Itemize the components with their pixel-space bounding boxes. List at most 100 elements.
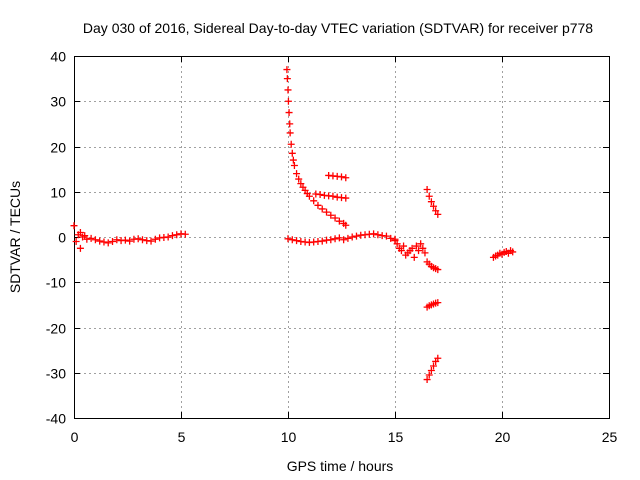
x-tick-label: 20 — [495, 429, 511, 445]
x-tick-label: 0 — [71, 429, 79, 445]
data-point — [434, 354, 442, 362]
data-point — [76, 228, 84, 236]
data-point — [295, 175, 303, 183]
y-tick-label: 10 — [50, 185, 66, 201]
data-point — [100, 238, 108, 246]
data-point — [374, 231, 382, 239]
data-point — [113, 236, 121, 244]
data-point — [109, 238, 117, 246]
data-point — [427, 366, 435, 374]
y-tick-label: 20 — [50, 140, 66, 156]
data-point — [415, 247, 423, 255]
data-point — [168, 232, 176, 240]
series — [391, 237, 429, 261]
y-tick-label: 0 — [58, 230, 66, 246]
data-point — [70, 222, 78, 230]
y-tick-label: -30 — [46, 366, 66, 382]
data-point — [289, 156, 297, 164]
series — [283, 66, 350, 229]
data-point — [164, 233, 172, 241]
data-point — [286, 120, 294, 128]
data-point — [348, 233, 356, 241]
chart-title: Day 030 of 2016, Sidereal Day-to-day VTE… — [83, 20, 593, 36]
data-point — [421, 249, 429, 257]
data-point — [76, 244, 84, 252]
data-point — [81, 232, 89, 240]
x-tick-label: 25 — [602, 429, 618, 445]
data-point — [283, 75, 291, 83]
x-tick-label: 10 — [281, 429, 297, 445]
data-point — [290, 162, 298, 170]
data-point — [323, 208, 331, 216]
data-point — [342, 174, 350, 182]
data-point — [335, 217, 343, 225]
data-point — [121, 236, 129, 244]
data-point — [91, 236, 99, 244]
data-point — [340, 236, 348, 244]
y-tick-label: 30 — [50, 94, 66, 110]
data-point — [72, 238, 80, 246]
data-point — [138, 236, 146, 244]
data-point — [327, 236, 335, 244]
data-point — [318, 205, 326, 213]
data-point — [427, 198, 435, 206]
data-point — [412, 242, 420, 250]
data-point — [344, 234, 352, 242]
data-point — [314, 201, 322, 209]
data-point — [181, 230, 189, 238]
series — [423, 299, 442, 311]
data-point — [284, 86, 292, 94]
data-point — [329, 192, 337, 200]
data-point — [352, 232, 360, 240]
data-point — [425, 371, 433, 379]
series — [423, 185, 442, 218]
y-tick-label: -40 — [46, 411, 66, 427]
data-point — [104, 239, 112, 247]
series — [284, 230, 399, 246]
data-point — [286, 129, 294, 137]
data-point — [310, 197, 318, 205]
data-point — [285, 109, 293, 117]
data-point — [173, 231, 181, 239]
data-point — [382, 232, 390, 240]
data-point — [419, 244, 427, 252]
series — [312, 190, 350, 202]
data-point — [335, 234, 343, 242]
data-point — [331, 235, 339, 243]
data-point — [147, 237, 155, 245]
data-point — [316, 190, 324, 198]
axis-ticks: 0 5 10 15 20 25 -40 -30 -20 -10 0 10 20 30 40 — [46, 49, 618, 446]
data-point — [327, 211, 335, 219]
grid — [74, 56, 609, 418]
series — [70, 222, 189, 252]
data-point — [284, 235, 292, 243]
x-axis-label: GPS time / hours — [287, 458, 394, 474]
data-point — [370, 230, 378, 238]
data-point — [423, 376, 431, 384]
series — [325, 171, 350, 182]
data-point — [410, 253, 418, 261]
data-point — [425, 192, 433, 200]
data-point — [342, 194, 350, 202]
data-point — [305, 192, 313, 200]
series — [423, 258, 442, 274]
data-point — [430, 362, 438, 370]
data-point — [293, 237, 301, 245]
data-point — [293, 170, 301, 178]
data-point — [509, 248, 517, 256]
data-point — [288, 236, 296, 244]
data-point — [151, 235, 159, 243]
series — [489, 247, 517, 261]
data-point — [297, 180, 305, 188]
data-point — [87, 234, 95, 242]
data-points — [70, 66, 517, 384]
data-point — [397, 247, 405, 255]
data-point — [288, 149, 296, 157]
data-point — [83, 235, 91, 243]
data-point — [432, 207, 440, 215]
data-point — [387, 234, 395, 242]
y-tick-label: 40 — [50, 49, 66, 65]
data-point — [423, 185, 431, 193]
data-point — [434, 266, 442, 274]
